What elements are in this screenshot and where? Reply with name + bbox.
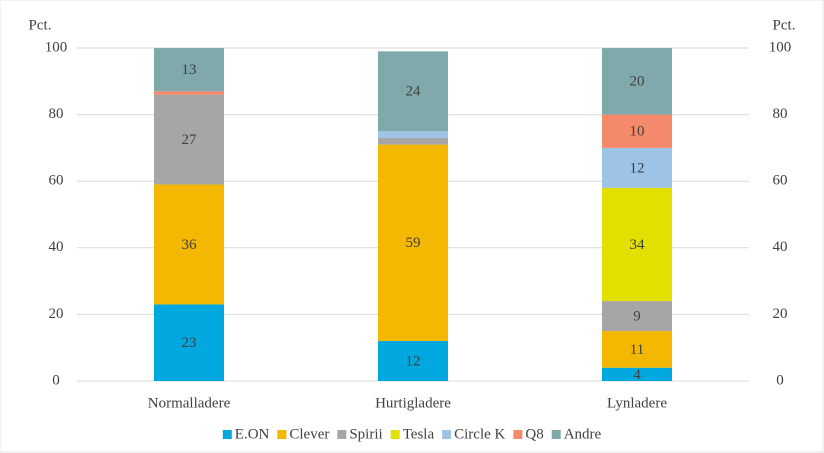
x-tick-label: Lynladere	[607, 395, 667, 411]
y-tick-label: 40	[49, 239, 64, 255]
bar-segment	[378, 341, 448, 381]
x-tick-label: Hurtigladere	[375, 395, 451, 411]
y2-tick-label: 40	[773, 239, 788, 255]
y-tick-label: 80	[49, 106, 64, 122]
data-label: 23	[182, 335, 197, 351]
bar-segment	[602, 367, 672, 381]
y-axis-label: Pct.	[29, 17, 52, 33]
bar-segment	[154, 184, 224, 305]
bar-segment	[154, 304, 224, 381]
y2-tick-label: 80	[773, 106, 788, 122]
data-label: 9	[633, 309, 641, 325]
legend-swatch	[222, 430, 232, 439]
data-label: 12	[630, 160, 645, 176]
legend-swatch	[337, 430, 347, 439]
legend-swatch	[442, 430, 452, 439]
legend-label: Tesla	[403, 426, 435, 442]
y2-axis-label: Pct.	[773, 17, 796, 33]
y2-tick-label: 60	[773, 173, 788, 189]
data-label: 36	[182, 237, 198, 253]
bar-segment	[602, 147, 672, 188]
bar-segment	[602, 48, 672, 115]
data-label: 13	[182, 62, 197, 78]
bar-segment	[602, 331, 672, 368]
bar-segment	[154, 94, 224, 185]
data-label: 10	[630, 124, 645, 140]
y2-tick-label: 20	[773, 306, 788, 322]
data-label: 11	[630, 342, 644, 358]
bar-segment	[154, 91, 224, 95]
legend-swatch	[390, 430, 400, 439]
legend-label: Spirii	[349, 426, 382, 442]
bar-segment	[602, 187, 672, 302]
y-tick-label: 20	[49, 306, 64, 322]
bar-segment	[378, 144, 448, 342]
bar-segment	[378, 137, 448, 145]
legend-label: Q8	[525, 426, 543, 442]
data-label: 24	[406, 84, 422, 100]
legend-swatch	[551, 430, 561, 439]
bar-segment	[602, 301, 672, 332]
data-label: 12	[406, 353, 421, 369]
data-label: 4	[633, 367, 641, 383]
y-tick-label: 100	[45, 39, 68, 55]
legend-swatch	[513, 430, 523, 439]
data-label: 20	[630, 74, 645, 90]
bar-segment	[378, 131, 448, 138]
y2-tick-label: 0	[776, 372, 784, 388]
x-tick-label: Normalladere	[148, 395, 231, 411]
legend-label: Andre	[564, 426, 602, 442]
data-label: 27	[182, 132, 198, 148]
data-label: 59	[406, 235, 421, 251]
legend-label: E.ON	[235, 426, 270, 442]
bar-segment	[154, 48, 224, 92]
y2-tick-label: 100	[769, 39, 792, 55]
data-label: 34	[630, 237, 646, 253]
legend-label: Circle K	[454, 426, 505, 442]
bar-segment	[602, 114, 672, 148]
bar-segment	[378, 51, 448, 132]
legend-swatch	[277, 430, 287, 439]
y-tick-label: 0	[52, 372, 60, 388]
y-tick-label: 60	[49, 173, 64, 189]
legend-label: Clever	[289, 426, 329, 442]
